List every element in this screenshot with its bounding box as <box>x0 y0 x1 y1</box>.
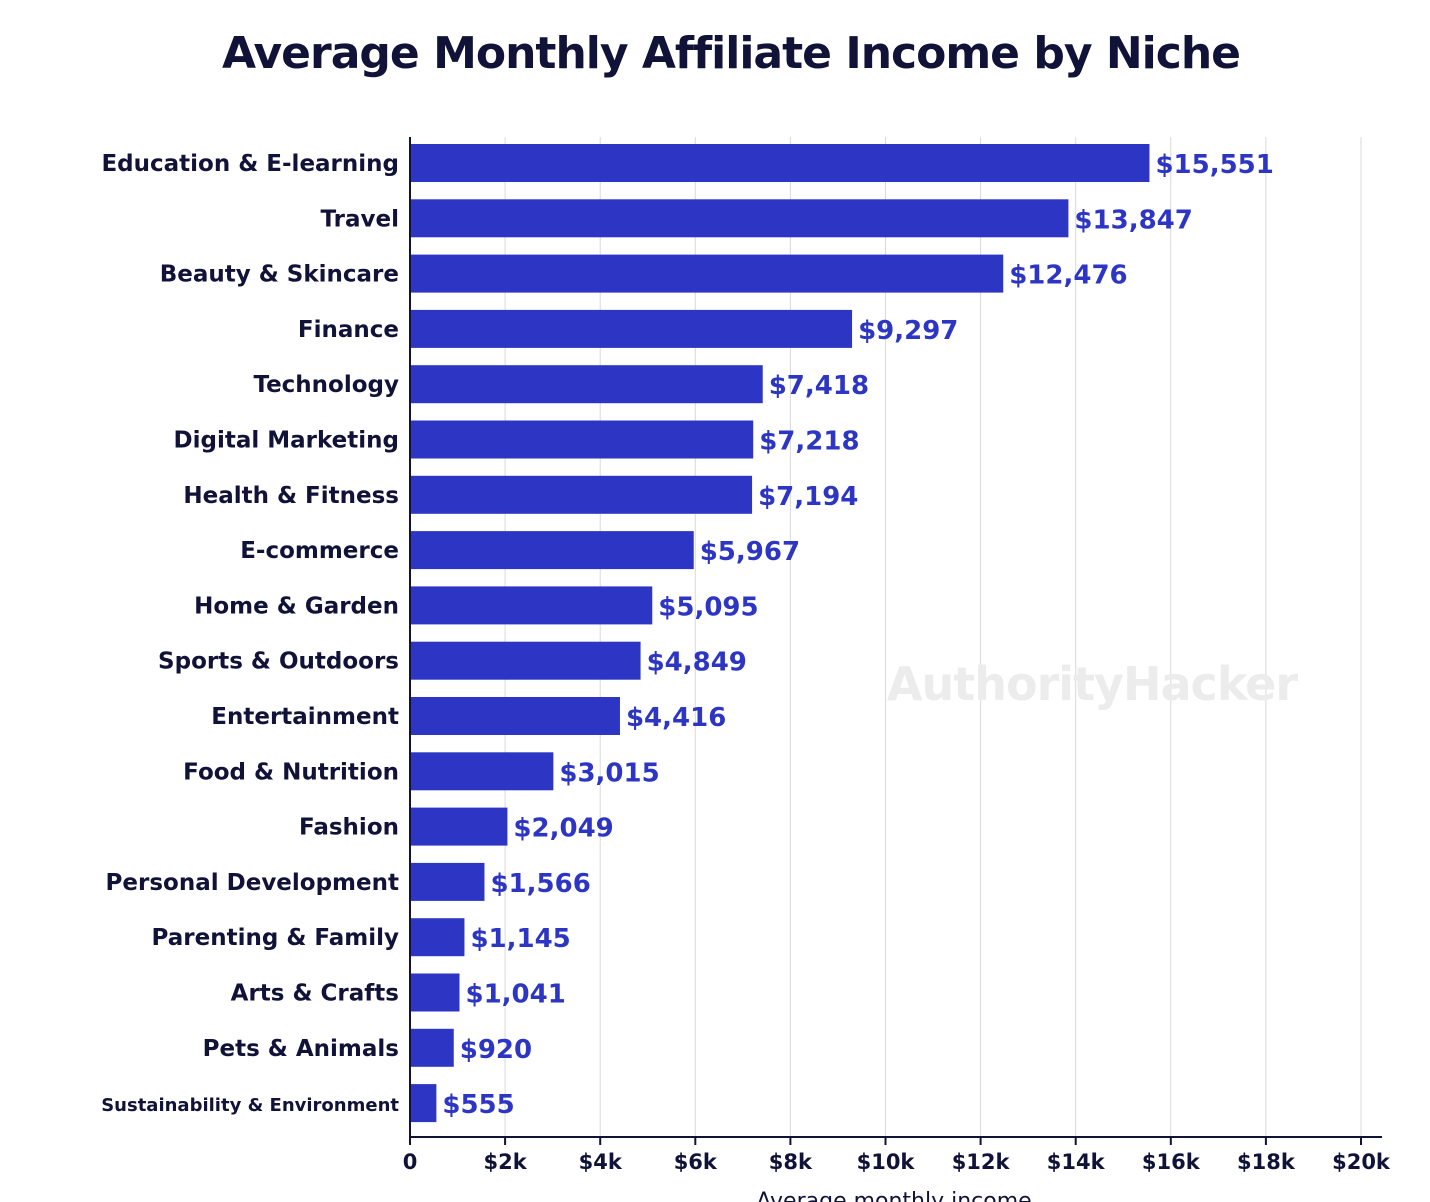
value-label: $15,551 <box>1155 150 1273 180</box>
x-tick-label: $4k <box>579 1150 623 1174</box>
bar <box>410 1028 454 1067</box>
x-tick-label: $2k <box>483 1150 527 1174</box>
category-label: Parenting & Family <box>152 925 399 951</box>
value-label: $13,847 <box>1074 205 1192 235</box>
category-label: Technology <box>253 372 399 398</box>
chart-title: Average Monthly Affiliate Income by Nich… <box>222 28 1241 79</box>
value-label: $1,041 <box>465 980 565 1010</box>
category-label: Sports & Outdoors <box>158 649 399 675</box>
bar <box>410 531 694 570</box>
bar <box>410 254 1004 293</box>
x-tick-label: $10k <box>857 1150 916 1174</box>
bar <box>410 365 763 404</box>
x-tick-label: $16k <box>1142 1150 1201 1174</box>
value-label: $5,967 <box>700 537 800 567</box>
bar <box>410 1084 437 1123</box>
category-label: Entertainment <box>211 704 399 730</box>
bar <box>410 641 641 680</box>
category-label: Personal Development <box>106 870 399 896</box>
category-label: Travel <box>320 206 399 232</box>
bar <box>410 918 465 957</box>
bar <box>410 752 554 791</box>
value-label: $4,416 <box>626 703 726 733</box>
category-label: Home & Garden <box>194 593 399 619</box>
category-label: Pets & Animals <box>203 1036 399 1062</box>
x-tick-label: $6k <box>674 1150 718 1174</box>
watermark: AuthorityHacker <box>887 657 1298 711</box>
value-label: $1,145 <box>470 924 570 954</box>
value-label: $7,418 <box>769 371 869 401</box>
category-label: Arts & Crafts <box>231 981 399 1007</box>
x-tick-label: $18k <box>1237 1150 1296 1174</box>
category-label: Education & E-learning <box>101 151 399 177</box>
value-label: $3,015 <box>559 758 659 788</box>
bar <box>410 697 620 735</box>
category-label: E-commerce <box>240 538 399 564</box>
value-label: $7,218 <box>759 427 859 457</box>
value-label: $555 <box>442 1090 514 1120</box>
x-tick-label: $12k <box>952 1150 1011 1174</box>
bar <box>410 807 508 846</box>
value-label: $7,194 <box>758 482 858 512</box>
category-label: Finance <box>298 317 399 343</box>
category-label: Beauty & Skincare <box>160 262 399 288</box>
bar <box>410 475 753 514</box>
category-label: Digital Marketing <box>174 428 399 454</box>
value-label: $9,297 <box>858 316 958 346</box>
x-tick-label: 0 <box>403 1150 418 1174</box>
x-tick-label: $20k <box>1332 1150 1391 1174</box>
value-label: $12,476 <box>1009 261 1127 291</box>
category-label: Health & Fitness <box>183 483 399 509</box>
category-label: Sustainability & Environment <box>101 1095 399 1116</box>
bar <box>410 586 653 625</box>
x-tick-label: $14k <box>1047 1150 1106 1174</box>
value-label: $4,849 <box>647 648 747 678</box>
bar <box>410 144 1150 182</box>
value-label: $920 <box>460 1035 532 1065</box>
bar <box>410 309 853 348</box>
bar <box>410 973 460 1012</box>
value-label: $2,049 <box>513 814 613 844</box>
category-label: Fashion <box>299 815 399 841</box>
x-tick-label: $8k <box>769 1150 813 1174</box>
category-label: Food & Nutrition <box>183 759 399 785</box>
bar <box>410 420 754 459</box>
bar <box>410 199 1069 238</box>
value-label: $5,095 <box>658 592 758 622</box>
value-label: $1,566 <box>490 869 590 899</box>
x-axis-title: Average monthly income <box>756 1189 1031 1202</box>
bar <box>410 862 485 901</box>
